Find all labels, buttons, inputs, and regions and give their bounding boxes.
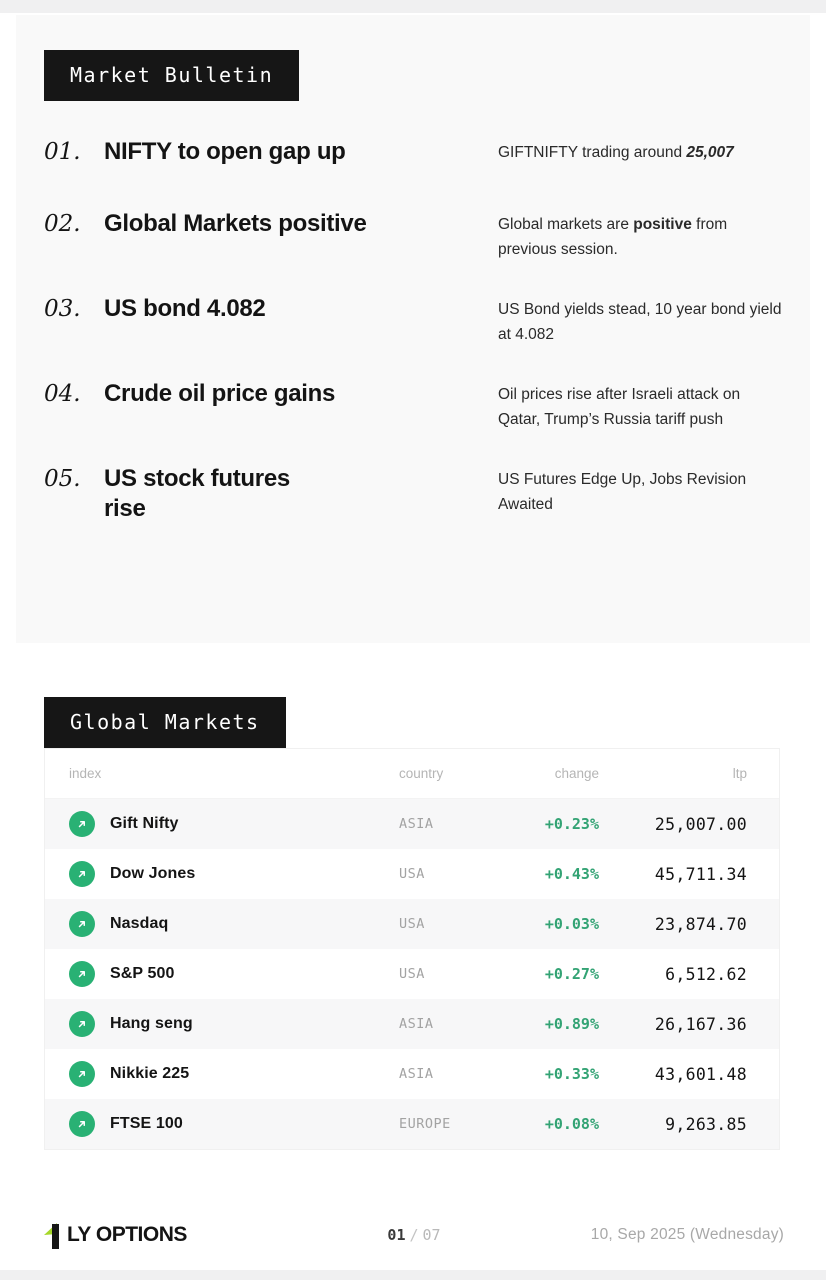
index-country: USA xyxy=(399,966,425,982)
table-header: index country change ltp xyxy=(45,749,779,799)
index-ltp: 45,711.34 xyxy=(654,864,747,884)
index-ltp: 23,874.70 xyxy=(654,914,747,934)
bulletin-item-5: 05. US stock futures rise US Futures Edg… xyxy=(44,464,782,524)
desc-text: GIFTNIFTY trading around xyxy=(498,144,687,161)
table-body: Gift Nifty ASIA +0.23% 25,007.00 Dow Jon… xyxy=(45,799,779,1149)
bulletin-item-title: US bond 4.082 xyxy=(104,295,266,322)
bulletin-item-number: 04. xyxy=(44,381,81,407)
bulletin-item-title: US stock futures rise xyxy=(104,465,290,522)
table-row-nikkei: Nikkie 225 ASIA +0.33% 43,601.48 xyxy=(45,1049,779,1099)
bulletin-item-desc: Global markets are positive from previou… xyxy=(498,209,782,262)
bulletin-item-number: 05. xyxy=(44,466,81,492)
bulletin-item-desc: GIFTNIFTY trading around 25,007 xyxy=(498,137,782,165)
index-name: Gift Nifty xyxy=(110,815,179,832)
bulletin-item-title: Global Markets positive xyxy=(104,210,367,237)
desc-text: US Bond yields stead, 10 year bond yield… xyxy=(498,301,782,343)
table-row-sp500: S&P 500 USA +0.27% 6,512.62 xyxy=(45,949,779,999)
index-ltp: 25,007.00 xyxy=(654,814,747,834)
bulletin-item-3: 03. US bond 4.082 US Bond yields stead, … xyxy=(44,294,782,347)
table-row-hang-seng: Hang seng ASIA +0.89% 26,167.36 xyxy=(45,999,779,1049)
index-ltp: 43,601.48 xyxy=(654,1064,747,1084)
index-country: ASIA xyxy=(399,1066,434,1082)
market-bulletin-section: Market Bulletin 01. NIFTY to open gap up… xyxy=(16,15,810,643)
table-row-dow-jones: Dow Jones USA +0.43% 45,711.34 xyxy=(45,849,779,899)
index-ltp: 9,263.85 xyxy=(665,1114,747,1134)
page-footer: LY OPTIONS 01/07 10, Sep 2025 (Wednesday… xyxy=(44,1210,784,1260)
index-change: +0.89% xyxy=(544,1015,599,1033)
index-country: ASIA xyxy=(399,1016,434,1032)
trend-up-icon xyxy=(69,861,95,887)
trend-up-icon xyxy=(69,1061,95,1087)
index-name: Nikkie 225 xyxy=(110,1065,190,1082)
page-separator: / xyxy=(409,1226,419,1244)
index-change: +0.23% xyxy=(544,815,599,833)
col-header-ltp: ltp xyxy=(732,766,747,781)
bulletin-item-1: 01. NIFTY to open gap up GIFTNIFTY tradi… xyxy=(44,137,782,167)
index-ltp: 6,512.62 xyxy=(665,964,747,984)
desc-text: from previous session. xyxy=(498,216,728,258)
trend-up-icon xyxy=(69,811,95,837)
col-header-index: index xyxy=(69,766,102,781)
index-change: +0.27% xyxy=(544,965,599,983)
index-country: USA xyxy=(399,866,425,882)
table-row-gift-nifty: Gift Nifty ASIA +0.23% 25,007.00 xyxy=(45,799,779,849)
logo-one-icon xyxy=(44,1223,59,1249)
index-ltp: 26,167.36 xyxy=(654,1014,747,1034)
desc-highlight: positive xyxy=(633,216,692,233)
trend-up-icon xyxy=(69,1111,95,1137)
trend-up-icon xyxy=(69,961,95,987)
table-row-nasdaq: Nasdaq USA +0.03% 23,874.70 xyxy=(45,899,779,949)
bulletin-item-desc: US Futures Edge Up, Jobs Revision Awaite… xyxy=(498,464,782,517)
col-header-country: country xyxy=(399,766,444,781)
markets-table: index country change ltp Gift Nifty ASIA… xyxy=(44,748,780,1150)
page-bottom-margin xyxy=(0,1270,826,1280)
index-change: +0.33% xyxy=(544,1065,599,1083)
bulletin-item-desc: US Bond yields stead, 10 year bond yield… xyxy=(498,294,782,347)
index-country: USA xyxy=(399,916,425,932)
global-markets-section: Global Markets index country change ltp … xyxy=(44,697,780,1150)
index-country: ASIA xyxy=(399,816,434,832)
trend-up-icon xyxy=(69,1011,95,1037)
bulletin-item-4: 04. Crude oil price gains Oil prices ris… xyxy=(44,379,782,432)
desc-text: Oil prices rise after Israeli attack on … xyxy=(498,386,741,428)
table-row-ftse: FTSE 100 EUROPE +0.08% 9,263.85 xyxy=(45,1099,779,1149)
index-name: S&P 500 xyxy=(110,965,175,982)
brand-logo: LY OPTIONS xyxy=(44,1221,291,1249)
desc-text: US Futures Edge Up, Jobs Revision Awaite… xyxy=(498,471,747,513)
page-current: 01 xyxy=(387,1226,406,1244)
desc-text: Global markets are xyxy=(498,216,634,233)
bulletin-item-title: NIFTY to open gap up xyxy=(104,138,346,165)
bulletin-item-desc: Oil prices rise after Israeli attack on … xyxy=(498,379,782,432)
logo-text: LY OPTIONS xyxy=(67,1223,187,1246)
market-bulletin-badge: Market Bulletin xyxy=(44,50,300,101)
bulletin-item-title: Crude oil price gains xyxy=(104,380,336,407)
index-name: FTSE 100 xyxy=(110,1115,183,1132)
bulletin-item-number: 02. xyxy=(44,211,81,237)
index-name: Hang seng xyxy=(110,1015,193,1032)
global-markets-badge: Global Markets xyxy=(44,697,286,748)
bulletin-item-number: 01. xyxy=(44,139,81,165)
bulletin-date: 10, Sep 2025 (Wednesday) xyxy=(590,1226,785,1243)
index-change: +0.03% xyxy=(544,915,599,933)
index-name: Nasdaq xyxy=(110,915,169,932)
page-top-margin xyxy=(0,0,826,13)
page-indicator: 01/07 xyxy=(291,1226,538,1244)
bulletin-item-number: 03. xyxy=(44,296,81,322)
index-change: +0.43% xyxy=(544,865,599,883)
index-country: EUROPE xyxy=(399,1116,451,1132)
desc-highlight: 25,007 xyxy=(686,144,734,161)
bulletin-list: 01. NIFTY to open gap up GIFTNIFTY tradi… xyxy=(44,137,782,524)
index-change: +0.08% xyxy=(544,1115,599,1133)
index-name: Dow Jones xyxy=(110,865,196,882)
page-total: 07 xyxy=(422,1226,441,1244)
col-header-change: change xyxy=(554,766,599,781)
bulletin-item-2: 02. Global Markets positive Global marke… xyxy=(44,209,782,262)
trend-up-icon xyxy=(69,911,95,937)
